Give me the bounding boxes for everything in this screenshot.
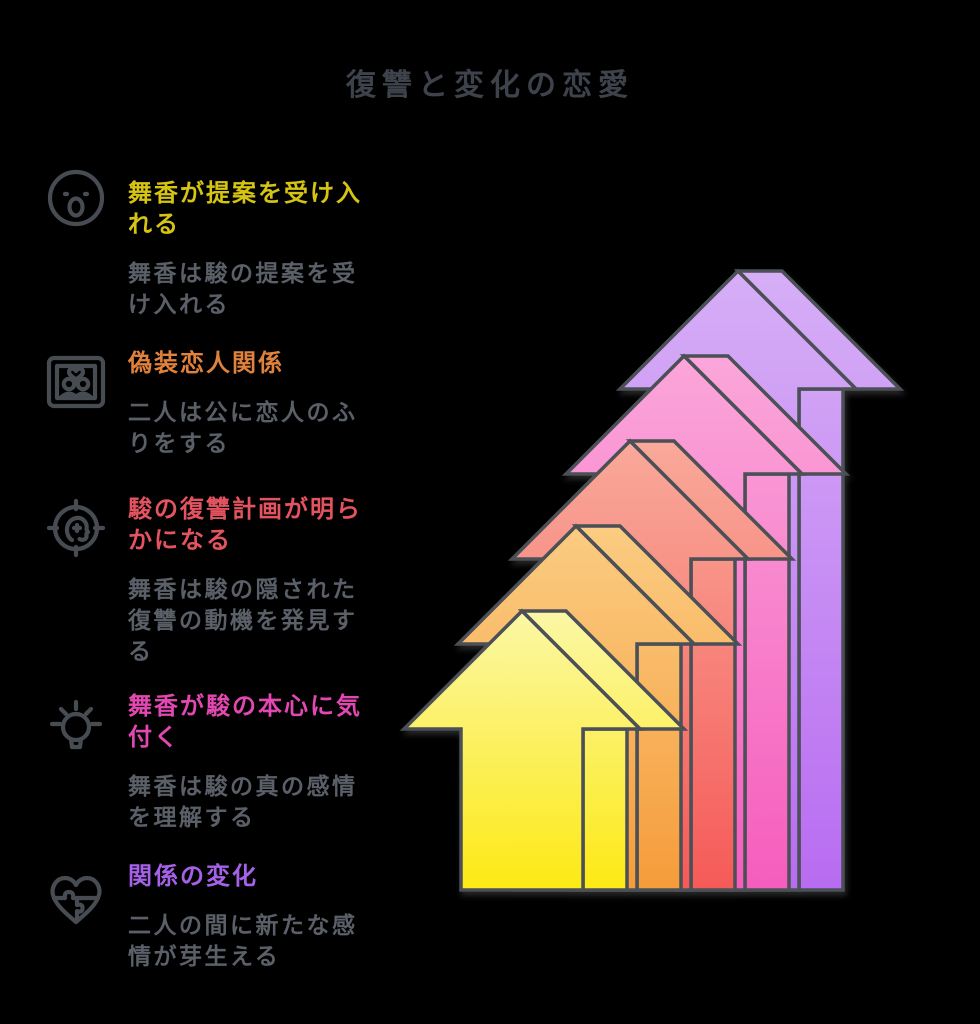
item-description: 舞香は駿の提案を受け入れる: [128, 260, 358, 317]
target-head-icon: [44, 496, 108, 560]
item-heading: 関係の変化: [128, 863, 258, 890]
page-title: 復讐と変化の恋愛: [346, 69, 634, 102]
lightbulb-icon: [44, 693, 108, 757]
item-description: 舞香は駿の真の感情を理解する: [128, 773, 358, 830]
list-item: 偽装恋人関係 二人は公に恋人のふりをする: [44, 348, 390, 459]
item-heading: 舞香が駿の本心に気付く: [128, 693, 362, 751]
item-description: 二人は公に恋人のふりをする: [128, 399, 358, 456]
step-1-arrow: [399, 608, 689, 892]
item-heading: 偽装恋人関係: [128, 350, 284, 377]
item-heading: 駿の復讐計画が明らかになる: [128, 496, 362, 554]
list-item: 関係の変化 二人の間に新たな感情が芽生える: [44, 861, 390, 972]
items-list: 舞香が提案を受け入れる 舞香は駿の提案を受け入れる 偽装恋人関係 二人は公に恋人…: [0, 0, 430, 1024]
framed-couple-icon: [44, 350, 108, 414]
surprised-face-icon: [44, 166, 108, 230]
list-item: 駿の復讐計画が明らかになる 舞香は駿の隠された復讐の動機を発見する: [44, 494, 390, 667]
list-item: 舞香が駿の本心に気付く 舞香は駿の真の感情を理解する: [44, 691, 390, 833]
item-heading: 舞香が提案を受け入れる: [128, 180, 362, 238]
item-description: 二人の間に新たな感情が芽生える: [128, 912, 358, 969]
puzzle-heart-icon: [44, 867, 108, 931]
list-item: 舞香が提案を受け入れる 舞香は駿の提案を受け入れる: [44, 169, 390, 320]
item-description: 舞香は駿の隠された復讐の動機を発見する: [128, 576, 358, 664]
